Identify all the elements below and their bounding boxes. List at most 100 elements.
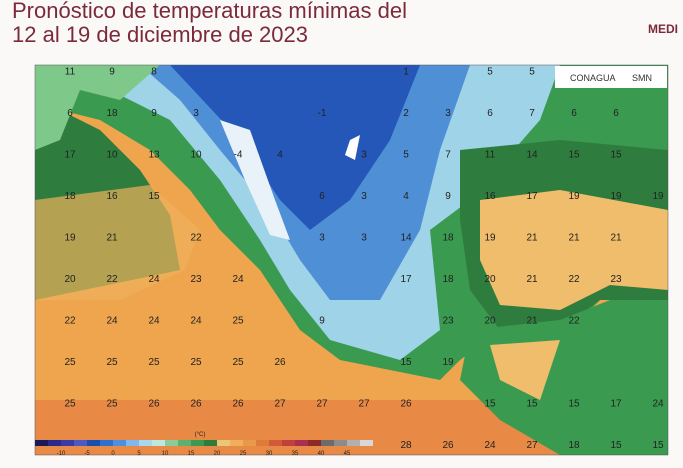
colorbar-swatch xyxy=(100,440,113,446)
temp-label: 27 xyxy=(526,440,538,451)
map-fill xyxy=(35,65,668,455)
temp-label: 25 xyxy=(232,357,244,368)
colorbar-swatch xyxy=(165,440,178,446)
temp-label: 9 xyxy=(151,108,157,119)
colorbar-swatch xyxy=(282,440,295,446)
temp-label: 15 xyxy=(568,150,580,161)
colorbar-label: 20 xyxy=(214,451,221,457)
logo-text: MEDI xyxy=(648,22,678,36)
colorbar-swatch xyxy=(191,440,204,446)
temp-label: 9 xyxy=(319,316,325,327)
temp-label: 3 xyxy=(361,233,367,244)
temp-label: 21 xyxy=(526,274,538,285)
colorbar-swatch xyxy=(87,440,100,446)
temp-label: 3 xyxy=(361,191,367,202)
temp-label: 3 xyxy=(445,108,451,119)
temp-label: 24 xyxy=(190,316,202,327)
temp-label: 26 xyxy=(148,399,160,410)
temp-label: 5 xyxy=(529,67,535,78)
temp-label: 20 xyxy=(64,274,76,285)
temp-label: 13 xyxy=(148,150,160,161)
temp-label: 24 xyxy=(232,274,244,285)
temp-label: 23 xyxy=(190,274,202,285)
temp-label: 26 xyxy=(400,399,412,410)
colorbar-swatch xyxy=(178,440,191,446)
temp-label: 14 xyxy=(526,150,538,161)
colorbar-label: 40 xyxy=(318,451,325,457)
temp-label: 6 xyxy=(613,108,619,119)
temp-label: 9 xyxy=(445,191,451,202)
colorbar-swatch xyxy=(74,440,87,446)
colorbar-label: 45 xyxy=(344,451,351,457)
temp-label: 26 xyxy=(232,399,244,410)
colorbar-swatch xyxy=(139,440,152,446)
temp-label: 23 xyxy=(610,274,622,285)
temp-label: 26 xyxy=(190,399,202,410)
colorbar-swatch xyxy=(321,440,334,446)
temp-label: 17 xyxy=(400,274,412,285)
temp-label: 17 xyxy=(64,150,76,161)
temp-label: 20 xyxy=(484,316,496,327)
temp-label: 10 xyxy=(190,150,202,161)
temp-label: 25 xyxy=(106,399,118,410)
temp-label: 15 xyxy=(568,399,580,410)
temp-label: 19 xyxy=(64,233,76,244)
colorbar-label: -5 xyxy=(84,451,90,457)
colorbar-label: 0 xyxy=(111,451,115,457)
temp-label: 19 xyxy=(610,191,622,202)
temp-label: 22 xyxy=(64,316,76,327)
temp-label: 24 xyxy=(484,440,496,451)
temp-label: 25 xyxy=(190,357,202,368)
temp-label: 17 xyxy=(526,191,538,202)
colorbar-swatch xyxy=(243,440,256,446)
title-line: Pronóstico de temperaturas mínimas del xyxy=(12,0,407,23)
temp-label: 22 xyxy=(190,233,202,244)
title-line: 12 al 19 de diciembre de 2023 xyxy=(12,22,308,47)
temp-label: 11 xyxy=(485,150,496,161)
temp-label: 6 xyxy=(487,108,493,119)
temp-label: 19 xyxy=(652,191,664,202)
temp-label: 24 xyxy=(148,274,160,285)
temp-label: 27 xyxy=(358,399,370,410)
temp-label: 28 xyxy=(400,440,412,451)
temp-label: 24 xyxy=(106,316,118,327)
temp-label: 15 xyxy=(610,150,622,161)
temp-label: 4 xyxy=(277,150,283,161)
colorbar-swatch xyxy=(204,440,217,446)
temp-label: 15 xyxy=(652,440,664,451)
colorbar-swatch xyxy=(295,440,308,446)
colorbar-swatch xyxy=(269,440,282,446)
logo-box xyxy=(555,66,667,88)
temp-label: 25 xyxy=(64,357,76,368)
colorbar-swatch xyxy=(256,440,269,446)
temp-label: 7 xyxy=(445,150,451,161)
colorbar-swatch xyxy=(334,440,347,446)
temp-label: 6 xyxy=(67,108,73,119)
temp-label: 25 xyxy=(106,357,118,368)
temp-label: 5 xyxy=(403,150,409,161)
temp-label: 7 xyxy=(529,108,535,119)
temp-label: 22 xyxy=(106,274,118,285)
colorbar-swatch xyxy=(61,440,74,446)
temp-label: 15 xyxy=(610,440,622,451)
temp-label: 25 xyxy=(148,357,160,368)
temp-label: 3 xyxy=(319,233,325,244)
temp-label: 26 xyxy=(274,357,286,368)
temp-label: 3 xyxy=(193,108,199,119)
colorbar-swatch xyxy=(217,440,230,446)
temp-label: 22 xyxy=(568,274,580,285)
temp-label: 15 xyxy=(484,399,496,410)
colorbar-swatch xyxy=(360,440,373,446)
temp-label: 21 xyxy=(526,233,538,244)
temp-label: 9 xyxy=(109,67,115,78)
temp-label: 19 xyxy=(442,357,454,368)
colorbar-label: 10 xyxy=(162,451,169,457)
temp-label: 3 xyxy=(361,150,367,161)
temp-label: 15 xyxy=(526,399,538,410)
temp-label: 10 xyxy=(106,150,118,161)
temp-label: 19 xyxy=(568,191,580,202)
temp-label: 25 xyxy=(64,399,76,410)
temp-label: 18 xyxy=(64,191,76,202)
colorbar-unit: (°C) xyxy=(195,432,206,438)
